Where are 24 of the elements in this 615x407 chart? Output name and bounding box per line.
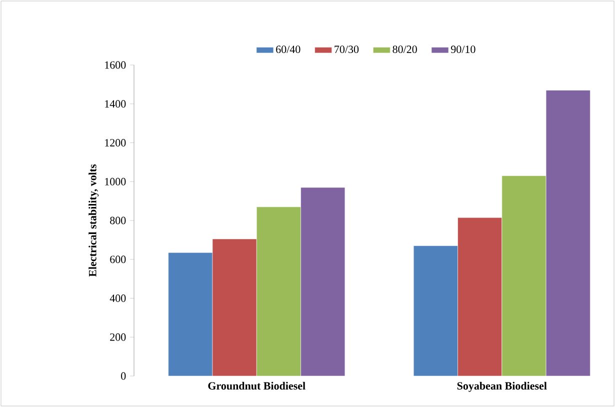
bar — [212, 238, 257, 376]
y-tick-label: 1200 — [105, 139, 126, 146]
x-tick-label: Groundnut Biodiesel — [208, 382, 306, 390]
y-tick-label: 1400 — [105, 100, 126, 108]
y-tick-label: 200 — [110, 333, 126, 341]
bar — [546, 90, 590, 376]
legend-label: 80/20 — [392, 46, 417, 54]
bar — [168, 252, 213, 376]
y-tick-label: 0 — [121, 372, 126, 380]
x-tick-label: Soyabean Biodiesel — [457, 382, 547, 392]
y-tick-label: 800 — [110, 216, 126, 224]
y-tick-label: 400 — [110, 294, 126, 302]
legend-label: 70/30 — [334, 46, 359, 54]
bar — [502, 176, 546, 376]
legend-label: 90/10 — [451, 46, 476, 54]
bar — [413, 246, 458, 376]
bar — [458, 217, 502, 376]
y-tick-label: 1000 — [105, 178, 126, 186]
legend-label: 60/40 — [276, 46, 300, 54]
y-axis-title: Electrical stability, volts — [88, 164, 99, 277]
bar — [300, 187, 346, 376]
bar — [256, 206, 301, 376]
y-tick-label: 1600 — [105, 61, 126, 69]
y-tick-label: 600 — [110, 256, 126, 264]
